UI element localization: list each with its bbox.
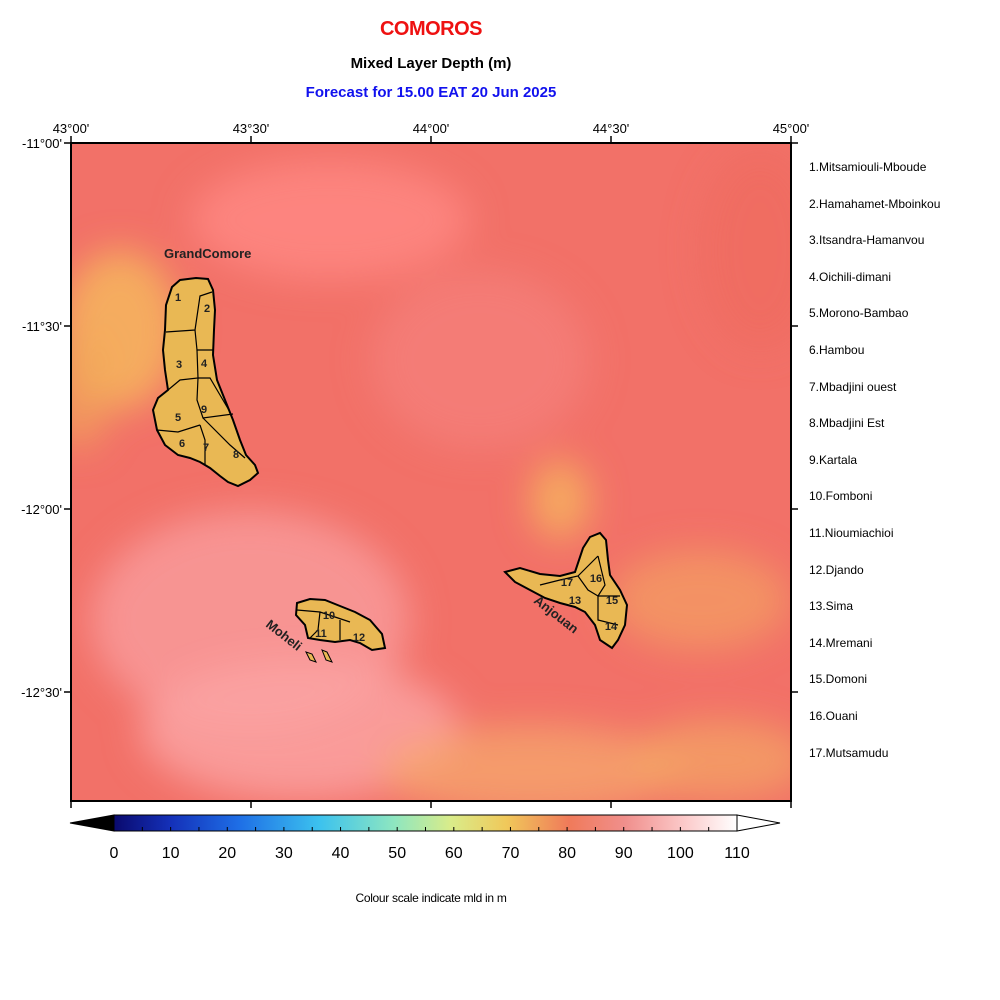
lon-tick-label: 43°30' — [233, 121, 270, 136]
colorbar-low-arrow — [69, 814, 115, 832]
legend-item: 7.Mbadjini ouest — [809, 379, 897, 394]
region-number: 15 — [606, 595, 618, 607]
region-numbers: 1 2 3 4 5 6 7 8 9 10 11 12 13 14 15 16 1… — [175, 292, 618, 644]
region-number: 8 — [233, 449, 239, 461]
region-number: 1 — [175, 292, 181, 304]
colorbar-tick-label: 110 — [724, 845, 750, 862]
legend-item: 16.Ouani — [809, 708, 858, 723]
region-number: 6 — [179, 438, 185, 450]
forecast-time: Forecast for 15.00 EAT 20 Jun 2025 — [305, 84, 557, 101]
legend-item: 2.Hamahamet-Mboinkou — [809, 196, 941, 211]
legend-item: 8.Mbadjini Est — [809, 416, 885, 431]
legend-item: 1.Mitsamiouli-Mboude — [809, 160, 927, 174]
legend-item: 12.Djando — [809, 562, 864, 577]
lon-tick-label: 43°00' — [53, 121, 90, 136]
legend-item: 9.Kartala — [809, 452, 858, 467]
region-number: 12 — [353, 632, 365, 644]
lat-labels: -11°00' -11°30' -12°00' -12°30' — [21, 136, 62, 700]
legend-item: 6.Hambou — [809, 342, 865, 357]
region-number: 5 — [175, 412, 181, 424]
region-number: 11 — [315, 628, 327, 640]
colorbar-tick-label: 10 — [162, 845, 180, 862]
colorbar: 0 10 20 30 40 50 60 70 80 90 100 110 — [69, 814, 781, 862]
colorbar-tick-label: 80 — [558, 845, 576, 862]
legend-item: 13.Sima — [809, 599, 854, 614]
legend-item: 15.Domoni — [809, 672, 868, 687]
legend-item: 4.Oichili-dimani — [809, 269, 892, 284]
region-legend: 1.Mitsamiouli-Mboude 2.Hamahamet-Mboinko… — [809, 158, 940, 780]
legend-item: 3.Itsandra-Hamanvou — [809, 233, 925, 248]
colorbar-tick-label: 0 — [110, 845, 119, 862]
lon-tick-label: 45°00' — [773, 121, 810, 136]
colorbar-tick-label: 90 — [615, 845, 633, 862]
colorbar-high-arrow — [736, 814, 781, 832]
region-number: 14 — [605, 621, 618, 633]
lon-tick-label: 44°30' — [593, 121, 630, 136]
island-label-grand-comore: GrandComore — [164, 246, 251, 261]
colorbar-tick-label: 20 — [218, 845, 236, 862]
map-title: COMOROS — [379, 18, 483, 40]
lon-labels: 43°00' 43°30' 44°00' 44°30' 45°00' — [53, 121, 810, 136]
lon-tick-label: 44°00' — [413, 121, 450, 136]
region-number: 10 — [323, 610, 335, 622]
mld-field — [71, 143, 791, 801]
region-number: 17 — [561, 577, 573, 589]
colorbar-tick-label: 30 — [275, 845, 293, 862]
region-number: 7 — [203, 442, 209, 454]
colorbar-caption: Colour scale indicate mld in m — [355, 891, 507, 905]
colorbar-tick-label: 70 — [502, 845, 520, 862]
legend-item: 10.Fomboni — [809, 489, 873, 504]
lat-tick-label: -12°30' — [21, 685, 62, 700]
colorbar-tick-label: 100 — [667, 845, 694, 862]
lat-tick-label: -11°00' — [22, 136, 62, 151]
grand-comore-island — [151, 276, 260, 488]
region-number: 9 — [201, 404, 207, 416]
lat-tick-label: -12°00' — [21, 502, 62, 517]
colorbar-tick-label: 50 — [388, 845, 406, 862]
moheli-island — [294, 597, 387, 663]
region-number: 16 — [590, 573, 602, 585]
lat-tick-label: -11°30' — [22, 319, 62, 334]
tick-marks — [64, 136, 798, 808]
legend-item: 5.Morono-Bambao — [809, 306, 909, 321]
region-number: 2 — [204, 303, 210, 315]
colorbar-tick-label: 60 — [445, 845, 463, 862]
map-subtitle: Mixed Layer Depth (m) — [350, 55, 512, 72]
legend-item: 11.Nioumiachioi — [809, 525, 894, 540]
region-number: 4 — [201, 358, 208, 370]
anjouan-island — [503, 531, 629, 650]
colorbar-tick-label: 40 — [332, 845, 350, 862]
region-number: 13 — [569, 595, 581, 607]
legend-item: 14.Mremani — [809, 635, 873, 650]
legend-item: 17.Mutsamudu — [809, 745, 889, 760]
region-number: 3 — [176, 359, 182, 371]
colorbar-labels: 0 10 20 30 40 50 60 70 80 90 100 110 — [110, 845, 750, 862]
